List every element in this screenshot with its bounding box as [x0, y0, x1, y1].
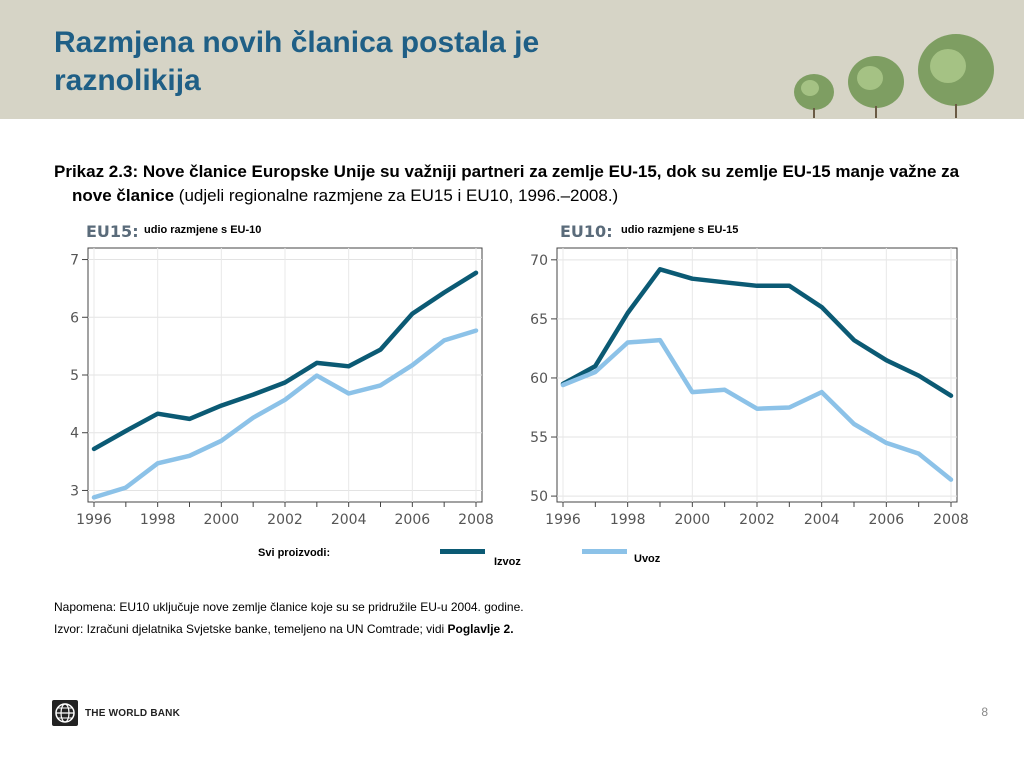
chart-eu10: 50 55 60 65 70 1996 1998 2000 2002 2004 2006 2008 [530, 247, 969, 528]
x-tick-label: 2000 [675, 512, 711, 528]
x-tick-label: 2006 [395, 512, 431, 528]
legend-export-label: Izvoz [494, 556, 521, 568]
x-tick-label: 2004 [331, 512, 367, 528]
x-tick-label: 1998 [610, 512, 646, 528]
x-tick-label: 1996 [76, 512, 112, 528]
legend-import-swatch [582, 549, 627, 554]
y-tick-label: 70 [530, 253, 548, 269]
series-line-export [91, 270, 479, 452]
slide-title: Razmjena novih članica postala je raznol… [54, 26, 540, 97]
chart-eu15: 3 4 5 6 7 1996 1998 2000 2002 2004 2006 2008 [70, 247, 494, 528]
caption-bold: Prikaz 2.3: Nove članice Europske Unije … [54, 162, 960, 205]
x-tick-label: 2002 [267, 512, 303, 528]
y-tick-label: 7 [70, 253, 79, 269]
y-tick-label: 60 [530, 371, 548, 387]
x-tick-label: 1998 [140, 512, 176, 528]
x-tick-label: 2008 [458, 512, 494, 528]
y-tick-label: 5 [70, 368, 79, 384]
x-tick-label: 2000 [204, 512, 240, 528]
series-line-export [560, 267, 954, 398]
x-tick-label: 2002 [739, 512, 775, 528]
legend-export-swatch [440, 549, 485, 554]
y-tick-label: 50 [530, 489, 548, 505]
footer-brand: THE WORLD BANK [85, 708, 181, 719]
y-tick-label: 4 [70, 426, 79, 442]
x-tick-label: 2006 [869, 512, 905, 528]
chart2-subtitle: udio razmjene s EU-15 [621, 224, 739, 236]
y-tick-label: 6 [70, 310, 79, 326]
chart1-subtitle: udio razmjene s EU-10 [144, 224, 262, 236]
figure-caption: Prikaz 2.3: Nove članice Europske Unije … [54, 160, 992, 208]
x-tick-label: 2004 [804, 512, 840, 528]
note-text: Napomena: EU10 uključuje nove zemlje čla… [54, 600, 524, 614]
y-tick-label: 65 [530, 312, 548, 328]
x-tick-label: 1996 [545, 512, 581, 528]
page-number: 8 [981, 705, 988, 719]
chart2-title: EU10: [560, 222, 613, 241]
series-line-import [91, 328, 479, 500]
caption-rest: (udjeli regionalne razmjene za EU15 i EU… [174, 186, 619, 205]
legend-import-label: Uvoz [634, 553, 661, 565]
x-tick-label: 2008 [933, 512, 969, 528]
y-tick-label: 55 [530, 430, 548, 446]
y-tick-label: 3 [70, 483, 79, 499]
chart1-title: EU15: [86, 222, 139, 241]
world-bank-logo-icon [52, 700, 78, 726]
legend-label: Svi proizvodi: [258, 547, 331, 559]
series-line-import [560, 337, 954, 482]
source-plain: Izvor: Izračuni djelatnika Svjetske bank… [54, 622, 448, 636]
europe-map-trees-icon [794, 34, 994, 118]
header-band: Razmjena novih članica postala je raznol… [0, 0, 1024, 119]
source-chapter-link[interactable]: Poglavlje 2. [447, 622, 514, 636]
source-text: Izvor: Izračuni djelatnika Svjetske bank… [54, 622, 514, 636]
